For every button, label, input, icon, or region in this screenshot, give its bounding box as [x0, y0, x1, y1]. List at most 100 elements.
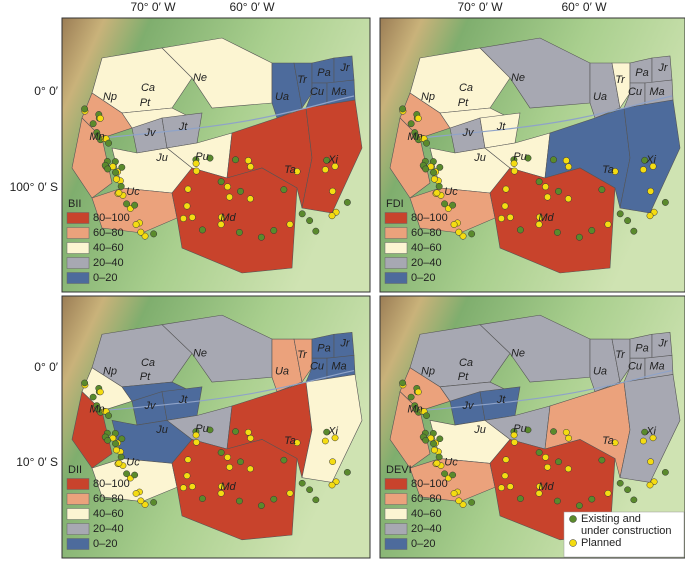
- dam-marker: [118, 163, 126, 171]
- dam-marker: [455, 228, 463, 236]
- legend-swatch: [66, 478, 90, 490]
- basin-label: Ne: [511, 347, 525, 359]
- basin-label: Np: [421, 91, 435, 103]
- basin-label: Pa: [635, 342, 648, 354]
- dam-marker: [246, 195, 254, 203]
- dam-marker: [536, 483, 544, 490]
- dam-marker: [524, 154, 532, 162]
- dam-marker: [244, 157, 252, 165]
- latitude-label: 0° 0′: [34, 360, 58, 374]
- legend-label: 60–80: [411, 227, 442, 239]
- dam-marker: [535, 220, 543, 228]
- basin-label: Pa: [317, 67, 330, 79]
- dam-marker: [323, 428, 331, 436]
- dam-marker: [323, 156, 331, 164]
- basin-label: Ma: [649, 86, 664, 98]
- dam-marker: [516, 495, 524, 502]
- legend-label: 40–60: [411, 242, 442, 254]
- dam-legend-box: [563, 511, 685, 558]
- dam-marker: [544, 193, 551, 201]
- dam-marker: [343, 198, 351, 206]
- dam-marker: [184, 456, 192, 463]
- dam-marker: [183, 202, 191, 210]
- legend-swatch: [384, 508, 408, 520]
- dam-marker: [412, 132, 420, 140]
- basin-label: Pu: [195, 423, 208, 435]
- dam-marker: [441, 200, 449, 208]
- legend-label: 0–20: [93, 538, 117, 550]
- dam-marker: [544, 463, 551, 471]
- dam-marker: [89, 120, 97, 128]
- dam-marker: [118, 435, 126, 443]
- dam-marker: [232, 156, 239, 164]
- dam-marker: [224, 454, 232, 461]
- dam-marker: [502, 185, 510, 193]
- legend-label: 0–20: [93, 272, 117, 284]
- basin-label: Uc: [444, 186, 458, 198]
- basin-label: Jv: [144, 127, 158, 139]
- basin-label: Uc: [126, 456, 140, 468]
- dam-marker: [535, 449, 543, 456]
- index-title: DII: [68, 464, 82, 476]
- basin-label: Cu: [310, 86, 324, 98]
- legend-label: 20–40: [411, 523, 442, 535]
- dam-marker: [624, 486, 632, 494]
- map-panel: Ne Ca Np Pt Ua Tr Pa Jr Cu Ma Mn Jv Jt Ju Pu Ta Xi Uc Md DI…: [61, 295, 371, 559]
- basin-label: Pa: [317, 342, 330, 354]
- dam-legend-label: under construction: [581, 525, 672, 537]
- dam-marker: [565, 163, 573, 171]
- dam-marker: [104, 437, 112, 444]
- legend-swatch: [66, 508, 90, 520]
- legend-swatch: [66, 272, 90, 284]
- dam-marker: [510, 160, 518, 167]
- basin-label: Jr: [657, 338, 669, 350]
- dam-legend-marker: [569, 515, 577, 523]
- dam-marker: [414, 114, 422, 122]
- dam-marker: [565, 434, 573, 442]
- legend-label: 20–40: [411, 257, 442, 269]
- basin-label: Mn: [89, 131, 104, 143]
- dam-legend-marker: [569, 539, 577, 547]
- basin-label: Mn: [89, 404, 104, 416]
- dam-marker: [117, 182, 125, 190]
- basin: [271, 62, 303, 119]
- basin-label: Pt: [140, 97, 151, 109]
- dam-marker: [542, 183, 550, 191]
- dam-marker: [646, 481, 654, 489]
- index-title: BII: [68, 198, 81, 210]
- dam-marker: [502, 456, 510, 463]
- dam-marker: [436, 435, 444, 443]
- dam-marker: [516, 226, 524, 234]
- dam-marker: [468, 230, 476, 238]
- basin-label: Jr: [339, 338, 351, 350]
- basins: [389, 314, 681, 541]
- basin-label: Ta: [284, 164, 296, 176]
- longitude-label: 60° 0′ W: [229, 0, 275, 14]
- dam-marker: [306, 486, 314, 494]
- dam-marker: [604, 220, 612, 228]
- dam-marker: [89, 393, 97, 401]
- dam-marker: [226, 463, 233, 471]
- basin-label: Mn: [407, 131, 422, 143]
- dam-marker: [553, 497, 561, 505]
- legend-label: 0–20: [411, 538, 435, 550]
- dam-marker: [630, 227, 638, 235]
- dam-marker: [270, 227, 278, 234]
- dam-marker: [237, 458, 244, 466]
- basin-label: Ua: [275, 91, 289, 103]
- dam-marker: [193, 167, 200, 175]
- dam-marker: [423, 412, 431, 419]
- dam-marker: [237, 187, 244, 195]
- basin-label: Ta: [284, 435, 296, 447]
- dam-marker: [450, 221, 458, 228]
- basin-label: Uc: [126, 186, 140, 198]
- dam-marker: [183, 472, 191, 480]
- basin-label: Xi: [327, 154, 338, 166]
- dam-marker: [564, 195, 572, 203]
- dam-marker: [649, 434, 657, 442]
- dam-marker: [501, 472, 509, 480]
- legend-label: 80–100: [93, 478, 130, 490]
- dam-marker: [331, 434, 339, 442]
- dam-marker: [131, 201, 139, 209]
- dam-marker: [141, 501, 149, 508]
